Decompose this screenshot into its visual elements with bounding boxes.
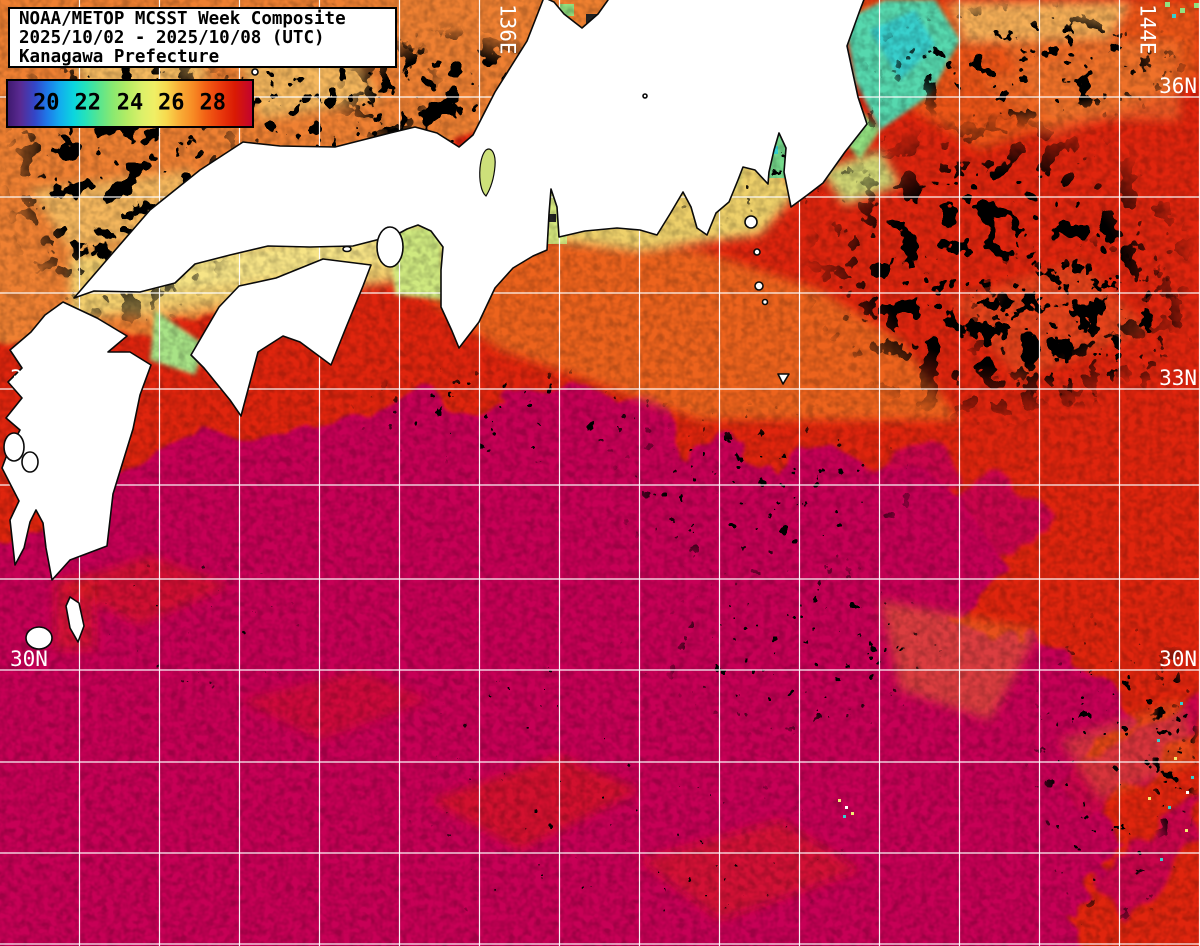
lake-biwa [479,148,496,197]
grid-label-144E: 144E [1136,4,1160,55]
land-honshu [73,0,868,349]
legend-colorbar: 20 22 24 26 28 [6,79,254,128]
grid-label-33N: 33N [10,366,48,390]
land-layer [1,0,868,650]
grid-label-30N: 30N [10,647,48,671]
grid-label-36N: 36N [1159,74,1197,98]
grid-label-136E: 136E [496,4,520,55]
legend-tick-24: 24 [116,90,144,115]
grid-label-33N: 33N [1159,366,1197,390]
legend-tick-26: 26 [157,90,185,115]
land-shikoku [190,258,372,417]
title-box: NOAA/METOP MCSST Week Composite 2025/10/… [8,7,397,68]
legend-tick-22: 22 [74,90,102,115]
title-line-2: 2025/10/02 - 2025/10/08 (UTC) [19,28,325,48]
noise-specks [838,2,1199,861]
grid-label-30N: 30N [1159,647,1197,671]
legend-tick-28: 28 [199,90,226,115]
land-awaji [376,226,404,268]
land-islands [3,68,790,650]
land-kyushu [1,301,152,581]
grid-label-layer: 136E 144E 36N 33N 30N 33N 30N [10,4,1197,671]
title-line-1: NOAA/METOP MCSST Week Composite [19,9,346,29]
title-line-3: Kanagawa Prefecture [19,47,220,67]
legend-tick-20: 20 [33,90,60,115]
legend-gradient [8,81,252,126]
